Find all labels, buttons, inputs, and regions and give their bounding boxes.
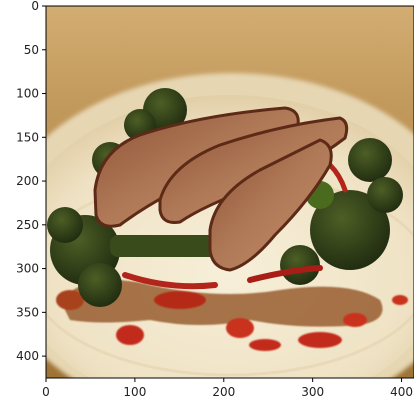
food-photo xyxy=(46,6,414,378)
sauce xyxy=(56,280,408,351)
y-tick-label: 400 xyxy=(16,349,39,363)
axes-frame xyxy=(45,5,414,379)
red-pepper xyxy=(122,162,348,290)
x-tick-label: 400 xyxy=(390,385,413,399)
y-tick-label: 0 xyxy=(31,0,39,13)
duck-slices xyxy=(93,106,349,272)
x-axis: 0 100 200 300 400 xyxy=(42,378,413,399)
x-tick-label: 200 xyxy=(212,385,235,399)
y-tick-label: 350 xyxy=(16,305,39,319)
y-tick-label: 300 xyxy=(16,262,39,276)
y-tick-label: 50 xyxy=(24,43,39,57)
x-tick-label: 300 xyxy=(301,385,324,399)
broccoli xyxy=(47,88,403,307)
y-tick-label: 250 xyxy=(16,218,39,232)
y-tick-label: 200 xyxy=(16,174,39,188)
x-tick-label: 0 xyxy=(42,385,50,399)
y-tick-label: 100 xyxy=(16,87,39,101)
y-axis: 0 50 100 150 200 250 300 350 400 xyxy=(16,0,46,363)
x-tick-label: 100 xyxy=(123,385,146,399)
y-tick-label: 150 xyxy=(16,130,39,144)
